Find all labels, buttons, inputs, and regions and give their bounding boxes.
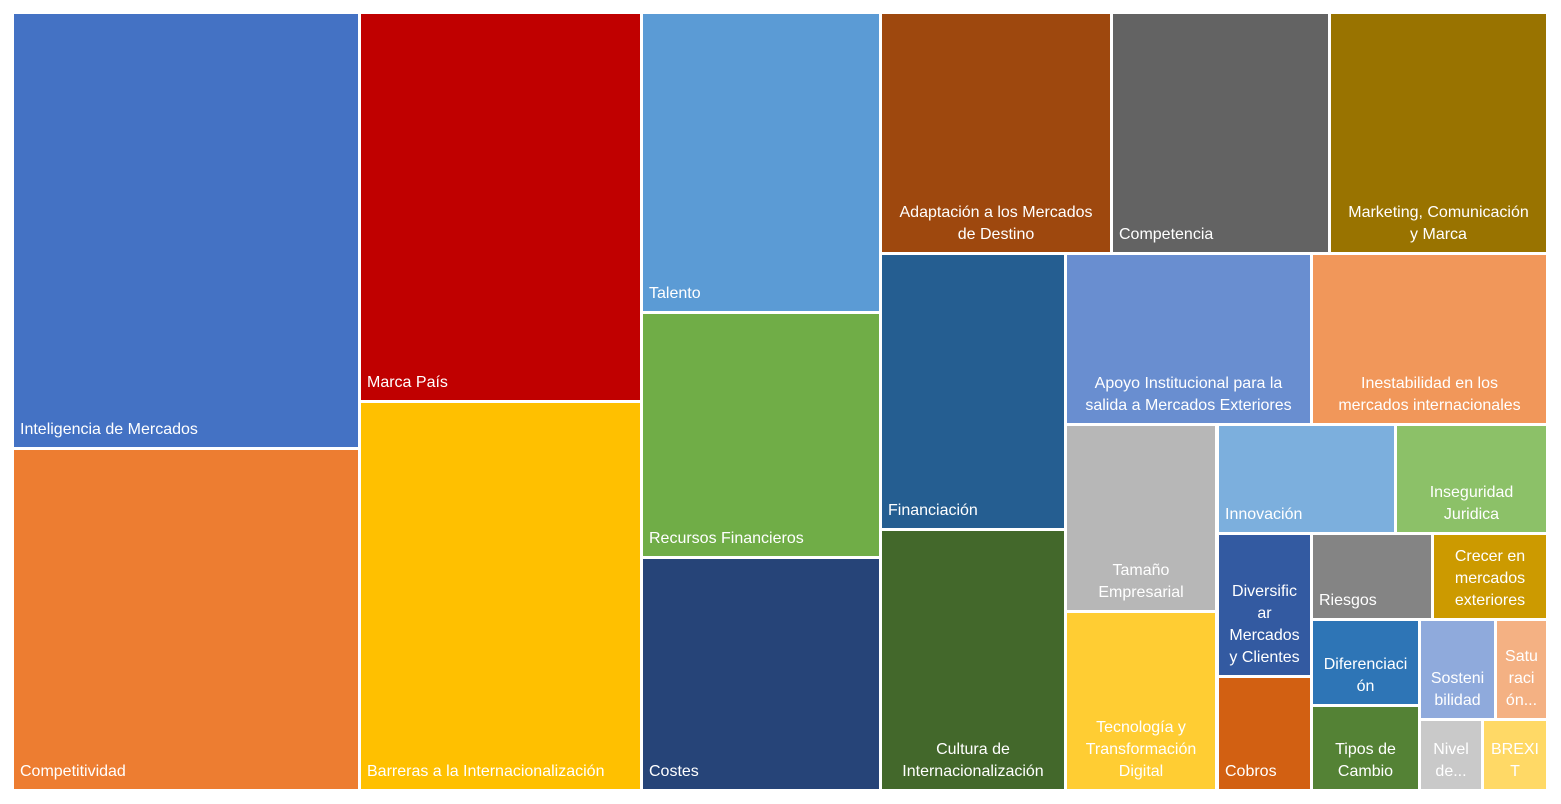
treemap-tile: Tipos de Cambio [1313,707,1418,789]
treemap-tile: Diversific ar Mercados y Clientes [1219,535,1310,675]
treemap-tile-label: Diferenciaci ón [1323,656,1408,695]
treemap-tile-label: Inteligencia de Mercados [20,421,198,438]
treemap-tile-label: Inestabilidad en los mercados internacio… [1338,375,1521,414]
treemap-tile: Marketing, Comunicación y Marca [1331,14,1546,252]
treemap-tile-label: Barreras a la Internacionalización [367,763,605,780]
treemap-tile-label: Competitividad [20,763,126,780]
treemap-tile-label: Diversific ar Mercados y Clientes [1229,583,1300,666]
treemap-tile: Competencia [1113,14,1328,252]
treemap-tile: Cobros [1219,678,1310,789]
treemap-tile-label: Adaptación a los Mercados de Destino [899,204,1093,243]
treemap-tile-label: Crecer en mercados exteriores [1454,548,1526,609]
treemap-tile-label: Innovación [1225,506,1303,523]
treemap-tile: Costes [643,559,879,789]
treemap-tile: Tecnología y Transformación Digital [1067,613,1215,789]
treemap-tile-label: Nivel de... [1433,741,1469,780]
treemap-tile: Nivel de... [1421,721,1481,789]
treemap-tile-label: Tipos de Cambio [1335,741,1396,780]
treemap-tile-label: Competencia [1119,226,1214,243]
treemap-tile: Financiación [882,255,1064,528]
treemap-tile-label: Tecnología y Transformación Digital [1085,719,1197,780]
treemap-tile: Satu raci ón... [1497,621,1546,718]
treemap-tile-label: Sosteni bilidad [1430,670,1485,709]
treemap-tile: Adaptación a los Mercados de Destino [882,14,1110,252]
treemap-tile-label: Financiación [888,502,978,519]
treemap-tile: Competitividad [14,450,358,789]
treemap-tile-label: Inseguridad Juridica [1429,484,1514,523]
treemap-tile: Inteligencia de Mercados [14,14,358,447]
treemap-tile: Crecer en mercados exteriores [1434,535,1546,618]
treemap-tile-label: Costes [649,763,699,780]
treemap-tile: Talento [643,14,879,311]
treemap-tile-label: Recursos Financieros [649,530,804,547]
treemap-tile: Cultura de Internacionalización [882,531,1064,789]
treemap-tile: Apoyo Institucional para la salida a Mer… [1067,255,1310,423]
treemap-tile-label: Marketing, Comunicación y Marca [1348,204,1529,243]
treemap-tile-label: Riesgos [1319,592,1377,609]
treemap-tile-label: Marca País [367,374,448,391]
treemap-tile: Inestabilidad en los mercados internacio… [1313,255,1546,423]
treemap-tile: Riesgos [1313,535,1431,618]
treemap-tile: Sosteni bilidad [1421,621,1494,718]
treemap-tile-label: Apoyo Institucional para la salida a Mer… [1085,375,1292,414]
treemap-tile-label: Satu raci ón... [1505,648,1538,709]
treemap-tile: Diferenciaci ón [1313,621,1418,704]
treemap-tile: BREXI T [1484,721,1546,789]
treemap-tile: Inseguridad Juridica [1397,426,1546,532]
treemap-tile-label: BREXI T [1490,741,1539,780]
treemap-tile: Barreras a la Internacionalización [361,403,640,789]
treemap-tile-label: Cultura de Internacionalización [902,741,1044,780]
treemap-tile-label: Talento [649,285,701,302]
treemap-tile-label: Cobros [1225,763,1277,780]
treemap-tile: Marca País [361,14,640,400]
treemap-tile: Recursos Financieros [643,314,879,556]
treemap-tile-label: Tamaño Empresarial [1098,562,1184,601]
treemap-tile: Tamaño Empresarial [1067,426,1215,610]
treemap-tile: Innovación [1219,426,1394,532]
